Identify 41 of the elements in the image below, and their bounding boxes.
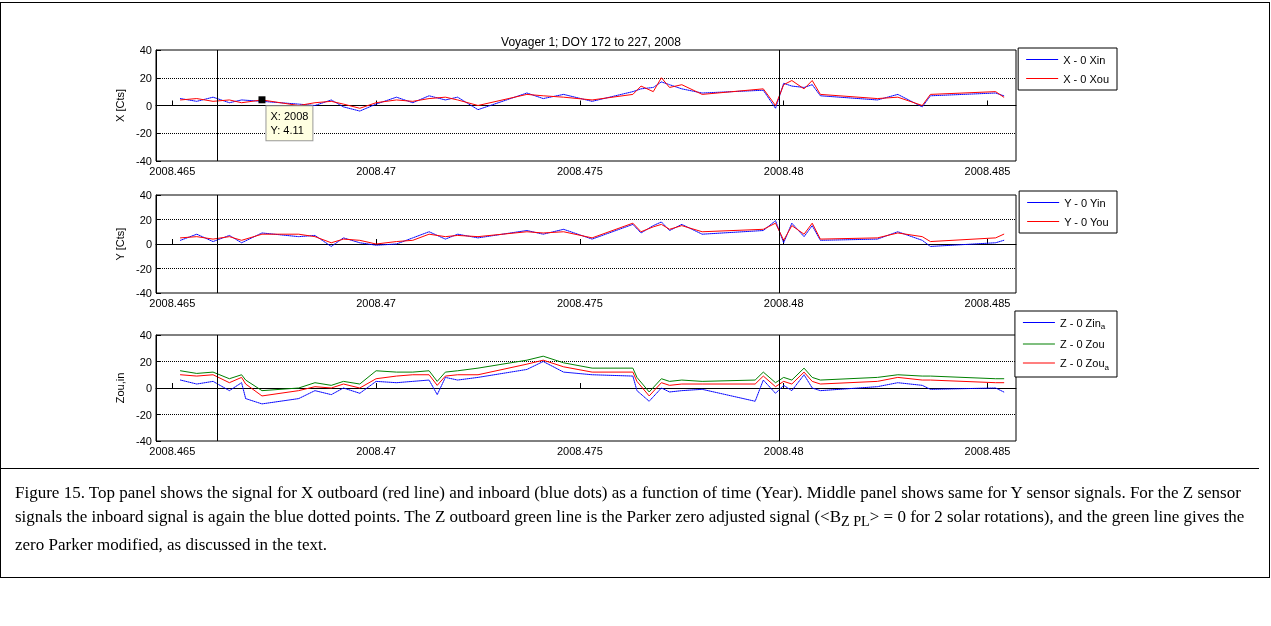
y-tick-label: -20: [136, 127, 152, 140]
legend-label: X - 0 Xin: [1063, 53, 1106, 66]
x-tick-label: 2008.48: [763, 444, 804, 457]
x-tick-label: 2008.48: [763, 296, 804, 309]
y-tick-label: 20: [139, 213, 152, 226]
y-tick-label: 0: [145, 99, 152, 112]
y-axis-title: Zou,in: [113, 372, 126, 404]
x-tick-label: 2008.48: [763, 164, 804, 177]
y-tick-label: 20: [139, 355, 152, 368]
y-tick-label: -40: [136, 287, 152, 299]
y-tick-label: 40: [139, 329, 152, 341]
chart-title: Voyager 1; DOY 172 to 227, 2008: [501, 35, 682, 49]
y-axis-title: X [Cts]: [113, 88, 126, 123]
y-tick-label: 40: [139, 189, 152, 201]
y-axis-title: Y [Cts]: [113, 227, 126, 261]
x-tick-label: 2008.485: [964, 444, 1011, 457]
legend-label: Z - 0 Zou: [1059, 338, 1105, 350]
y-tick-label: -20: [136, 408, 152, 421]
legend-label: Y - 0 Yin: [1064, 196, 1106, 209]
x-tick-label: 2008.47: [356, 444, 396, 457]
y-tick-label: 0: [145, 382, 152, 394]
x-tick-label: 2008.47: [356, 164, 396, 177]
annotation: X: 2008 Y: 4.11: [270, 110, 309, 137]
x-tick-label: 2008.465: [149, 164, 196, 177]
x-tick-label: 2008.475: [556, 444, 603, 457]
x-tick-label: 2008.485: [964, 296, 1011, 309]
x-tick-label: 2008.475: [556, 296, 603, 309]
x-tick-label: 2008.465: [149, 444, 196, 457]
x-tick-label: 2008.47: [356, 296, 396, 309]
y-tick-label: 40: [139, 44, 152, 56]
y-tick-label: 0: [145, 238, 152, 250]
x-tick-label: 2008.485: [964, 164, 1011, 177]
legend-label: X - 0 Xou: [1063, 72, 1109, 85]
text: Figure 15. Top panel shows the signal for X outboard (red line) and inboard (blue dots) as a function of time (Year). Middle panel shows same for Y sensor signals. For the Z sensor signals the inboard signal is again the blue dotted points. The Z outboard green line is the Parker zero adjusted signal (<B$_{Z PL}$> = 0 for 2 solar rotations), and the green line gives the zero Parker modified, as discussed in the text.: [15, 483, 1245, 555]
y-tick-label: -20: [136, 262, 152, 275]
x-tick-label: 2008.475: [556, 164, 603, 177]
y-tick-label: 20: [139, 71, 152, 84]
legend-label: Y - 0 You: [1064, 215, 1109, 228]
y-tick-label: -40: [136, 435, 152, 447]
x-tick-label: 2008.465: [149, 296, 196, 309]
y-tick-label: -40: [136, 155, 152, 167]
